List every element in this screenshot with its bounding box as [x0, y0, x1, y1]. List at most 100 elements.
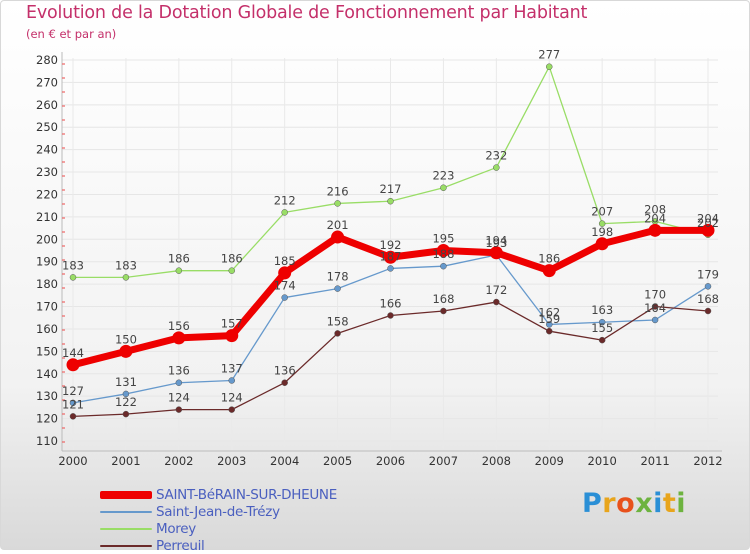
legend-item: Perreuil	[100, 537, 337, 554]
data-point-0	[436, 244, 450, 257]
data-point-1	[651, 316, 659, 324]
x-tick-label: 2000	[58, 454, 87, 468]
data-label-3: 168	[697, 292, 719, 306]
data-label-3: 159	[538, 312, 560, 326]
data-point-3	[122, 410, 130, 418]
data-label-3: 155	[591, 321, 613, 335]
x-tick-label: 2006	[376, 454, 405, 468]
data-point-2	[598, 220, 606, 227]
data-label-2: 207	[591, 205, 613, 219]
data-point-2	[122, 274, 130, 281]
y-tick-label: 260	[36, 98, 58, 112]
data-point-1	[387, 265, 394, 272]
data-point-0	[172, 331, 186, 345]
y-tick-label: 150	[36, 344, 58, 358]
data-point-3	[440, 307, 447, 315]
data-label-2: 208	[644, 202, 666, 216]
x-tick-label: 2003	[217, 454, 246, 468]
data-point-2	[493, 164, 500, 171]
y-tick-label: 120	[36, 412, 58, 426]
x-tick-label: 2002	[164, 454, 193, 468]
y-tick-label: 210	[36, 210, 58, 224]
data-point-3	[651, 303, 659, 310]
data-point-3	[387, 312, 394, 319]
data-label-3: 124	[168, 391, 190, 405]
chart-subtitle: (en € et par an)	[26, 27, 117, 41]
legend-item: SAINT-BéRAIN-SUR-DHEUNE	[100, 486, 337, 503]
data-point-2	[281, 209, 288, 216]
data-label-0: 204	[644, 211, 666, 225]
y-tick-label: 270	[36, 75, 58, 89]
x-tick-label: 2010	[588, 454, 617, 468]
x-tick-label: 2007	[429, 454, 458, 468]
data-label-0: 198	[591, 225, 613, 239]
data-label-3: 166	[380, 296, 402, 310]
data-point-3	[69, 413, 77, 420]
data-label-0: 195	[432, 232, 454, 246]
data-point-0	[384, 250, 397, 264]
data-point-0	[66, 358, 80, 372]
data-point-0	[119, 344, 133, 358]
chart-legend: SAINT-BéRAIN-SUR-DHEUNE Saint-Jean-de-Tré…	[100, 486, 337, 554]
data-label-0: 186	[538, 252, 560, 266]
data-label-2: 232	[485, 149, 507, 163]
data-label-0: 144	[62, 346, 84, 360]
data-point-2	[546, 63, 553, 70]
x-tick-label: 2009	[535, 454, 564, 468]
data-point-1	[281, 294, 288, 301]
data-point-0	[542, 264, 556, 278]
data-label-1: 187	[380, 249, 402, 263]
data-label-1: 174	[274, 279, 296, 293]
y-tick-label: 220	[36, 187, 58, 201]
data-label-1: 136	[168, 364, 190, 378]
data-label-3: 170	[644, 288, 666, 302]
data-point-2	[440, 184, 447, 191]
y-tick-label: 130	[36, 389, 58, 403]
y-tick-label: 180	[36, 277, 58, 291]
data-label-3: 121	[62, 397, 84, 411]
y-tick-label: 110	[36, 434, 58, 448]
legend-item: Morey	[100, 520, 337, 537]
data-point-2	[69, 274, 77, 281]
data-point-2	[175, 267, 183, 274]
data-point-1	[334, 285, 341, 292]
data-label-2: 212	[274, 193, 296, 207]
data-point-2	[387, 197, 394, 205]
data-point-3	[228, 406, 235, 413]
data-point-2	[228, 267, 235, 274]
y-tick-label: 230	[36, 165, 58, 179]
chart-title: Evolution de la Dotation Globale de Fonc…	[26, 3, 588, 23]
data-label-3: 122	[115, 395, 137, 409]
data-point-1	[598, 318, 606, 326]
data-label-3: 172	[485, 283, 507, 297]
legend-label: Saint-Jean-de-Trézy	[156, 503, 280, 520]
y-tick-label: 250	[36, 120, 58, 134]
legend-swatch	[100, 527, 152, 530]
y-tick-label: 190	[36, 255, 58, 269]
legend-swatch	[100, 544, 152, 547]
data-label-2: 223	[432, 169, 454, 183]
y-tick-label: 280	[36, 53, 58, 67]
legend-label: Morey	[156, 520, 196, 537]
data-label-3: 136	[274, 364, 296, 378]
data-point-1	[704, 283, 712, 290]
data-point-1	[228, 377, 235, 384]
data-label-1: 164	[644, 301, 666, 315]
x-tick-label: 2004	[270, 454, 299, 468]
data-point-1	[122, 390, 130, 398]
data-label-0: 185	[274, 254, 296, 268]
data-point-0	[595, 237, 609, 251]
data-label-0: 192	[380, 238, 402, 252]
y-tick-label: 240	[36, 143, 58, 157]
data-point-0	[489, 246, 503, 260]
data-label-2: 202	[697, 216, 719, 230]
data-point-1	[546, 321, 553, 328]
data-label-2: 183	[62, 258, 84, 272]
data-label-1: 179	[697, 267, 719, 281]
data-label-2: 216	[327, 184, 349, 198]
data-label-0: 157	[221, 317, 243, 331]
data-label-2: 183	[115, 258, 137, 272]
legend-swatch	[100, 510, 152, 513]
data-point-1	[175, 379, 183, 386]
